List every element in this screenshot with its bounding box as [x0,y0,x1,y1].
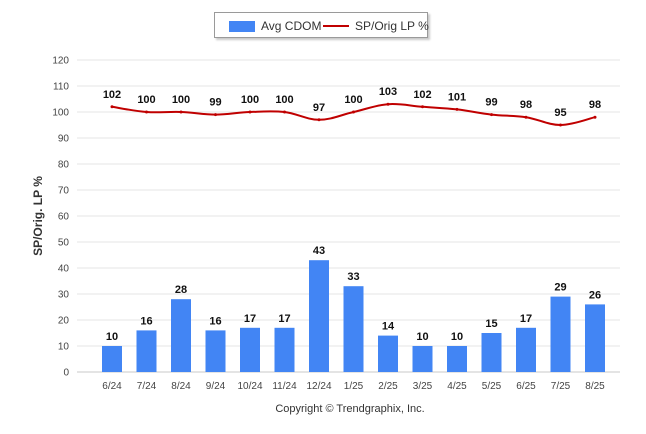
y-tick-label: 80 [58,160,70,171]
y-tick-label: 120 [52,56,69,67]
y-tick-label: 20 [58,316,70,327]
y-axis-title: SP/Orig. LP % [31,176,45,256]
bar-value-label: 26 [589,289,601,301]
line-value-label: 98 [589,99,601,111]
bar-avg-cdom [102,346,122,372]
line-point [283,110,286,114]
bar-value-label: 17 [520,313,532,325]
line-value-label: 99 [485,97,497,109]
x-tick-label: 6/25 [516,381,536,392]
bar-value-label: 17 [244,313,256,325]
bar-avg-cdom [378,335,398,372]
y-tick-label: 50 [58,238,70,249]
x-tick-label: 7/24 [137,381,157,392]
bar-value-label: 14 [382,321,395,333]
line-point [214,113,217,117]
bar-value-label: 16 [140,315,152,327]
legend-item-avg-cdom[interactable]: Avg CDOM [229,19,321,33]
bar-value-label: 15 [485,318,497,330]
bar-value-label: 43 [313,245,325,257]
line-point [386,102,390,106]
bar-avg-cdom [309,260,329,372]
line-value-label: 100 [137,94,155,106]
line-value-label: 102 [413,89,431,101]
bar-avg-cdom [274,327,295,372]
bar-avg-cdom [205,330,226,372]
y-tick-label: 60 [58,212,70,223]
x-tick-label: 8/25 [585,381,605,392]
x-tick-label: 2/25 [378,381,398,392]
legend-label-sp-orig-lp: SP/Orig LP % [355,19,429,33]
legend-item-sp-orig-lp[interactable]: SP/Orig LP % [323,19,429,33]
line-value-label: 100 [241,94,259,106]
bar-value-label: 10 [106,331,118,343]
line-point [248,110,252,114]
bar-avg-cdom [481,333,502,372]
bar-value-label: 17 [278,313,290,325]
bar-avg-cdom [136,330,157,372]
line-value-label: 100 [172,94,190,106]
y-tick-label: 40 [58,264,70,275]
x-tick-label: 9/24 [206,381,226,392]
y-tick-label: 70 [58,186,70,197]
y-tick-label: 110 [53,82,69,93]
copyright-text: Copyright © Trendgraphix, Inc. [275,403,425,415]
bar-avg-cdom [171,299,191,372]
line-point [593,115,597,119]
line-point [145,110,148,114]
bar-value-label: 29 [554,282,566,294]
y-tick-label: 30 [58,290,70,301]
line-value-label: 97 [313,102,325,114]
line-value-label: 98 [520,99,532,111]
x-tick-label: 4/25 [447,381,467,392]
line-point [455,107,459,111]
bar-value-label: 10 [416,331,428,343]
line-point [317,118,321,122]
line-point [490,113,493,117]
line-point [524,115,528,119]
line-point [559,123,562,127]
x-tick-label: 7/25 [551,381,571,392]
line-value-label: 102 [103,89,121,101]
chart-legend: Avg CDOM SP/Orig LP % [214,12,429,38]
bar-swatch-icon [229,20,255,32]
y-tick-label: 90 [58,134,70,145]
y-tick-label: 100 [52,108,69,119]
line-value-label: 100 [344,94,362,106]
line-value-label: 101 [448,91,466,103]
x-tick-label: 8/24 [171,381,191,392]
bar-avg-cdom [447,346,467,372]
line-swatch-icon [323,25,349,27]
x-tick-label: 3/25 [413,381,433,392]
bar-avg-cdom [240,327,260,372]
bar-avg-cdom [550,296,571,372]
line-point [179,110,183,114]
line-value-label: 99 [209,97,221,109]
bar-value-label: 33 [347,271,359,283]
bar-value-label: 16 [209,315,221,327]
y-tick-label: 10 [58,342,70,353]
x-tick-label: 6/24 [102,381,122,392]
line-point [352,110,355,114]
y-tick-label: 0 [63,368,69,379]
x-tick-label: 5/25 [482,381,502,392]
bar-avg-cdom [343,286,364,372]
x-tick-label: 12/24 [306,381,331,392]
bar-value-label: 10 [451,331,463,343]
line-value-label: 103 [379,86,397,98]
x-tick-label: 11/24 [272,381,297,392]
bar-avg-cdom [585,304,605,372]
x-tick-label: 1/25 [344,381,364,392]
legend-label-avg-cdom: Avg CDOM [261,19,322,33]
bar-value-label: 28 [175,284,187,296]
line-point [110,105,114,109]
line-value-label: 95 [554,107,566,119]
x-tick-label: 10/24 [237,381,262,392]
line-value-label: 100 [275,94,293,106]
line-point [421,105,424,109]
bar-avg-cdom [412,346,433,372]
bar-avg-cdom [516,327,536,372]
